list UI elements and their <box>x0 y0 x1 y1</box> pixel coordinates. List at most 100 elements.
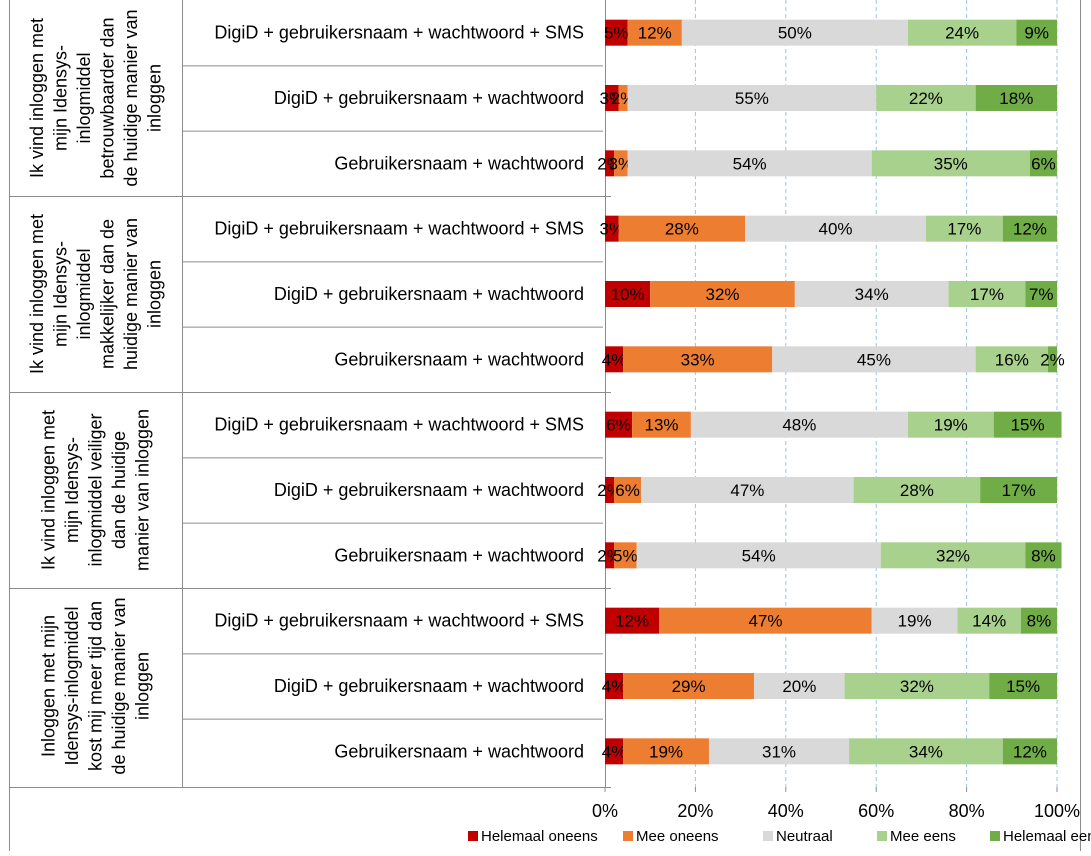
bar-segment <box>1047 346 1057 373</box>
bar-segment <box>844 673 990 699</box>
bar-segment <box>993 411 1062 438</box>
category-label: DigiD + gebruikersnaam + wachtwoord <box>274 88 584 108</box>
data-label: 45% <box>857 350 891 369</box>
bar-segment <box>623 346 773 373</box>
data-label: 18% <box>999 89 1033 108</box>
data-label: 32% <box>900 677 934 696</box>
bar-segment <box>989 673 1057 699</box>
category-label: DigiD + gebruikersnaam + wachtwoord <box>274 284 584 304</box>
bar-segment <box>980 477 1057 503</box>
bar-segment <box>605 542 615 569</box>
bar-segment <box>925 215 1003 242</box>
data-label: 13% <box>644 416 678 435</box>
group-label-line: makkelijker dan de <box>97 219 117 369</box>
data-label: 31% <box>762 742 796 761</box>
legend-swatch <box>990 831 1000 841</box>
bar-segment <box>605 85 619 111</box>
data-label: 17% <box>970 285 1004 304</box>
bar-segment <box>690 411 908 438</box>
group-label-line: inloggen <box>144 64 164 132</box>
legend-label: Helemaal oneens <box>481 828 598 845</box>
category-labels-layer: DigiD + gebruikersnaam + wachtwoord + SM… <box>214 23 584 762</box>
bar-segment <box>605 607 660 634</box>
bar-segment <box>1002 215 1057 242</box>
data-label: 54% <box>742 546 776 565</box>
data-label: 22% <box>909 89 943 108</box>
category-label: DigiD + gebruikersnaam + wachtwoord <box>274 676 584 696</box>
group-label-line: mijn Idensys- <box>62 437 82 543</box>
data-label: 10% <box>611 285 645 304</box>
group-label-line: manier van inloggen <box>133 409 153 571</box>
data-label: 5% <box>613 546 638 565</box>
bar-segment <box>957 607 1021 634</box>
legend-swatch <box>468 831 478 841</box>
data-label: 12% <box>638 24 672 43</box>
legend-label: Mee eens <box>890 828 956 845</box>
bar-segment <box>876 85 976 111</box>
bar-segment <box>618 85 628 111</box>
group-label-line: kost mij meer tijd dan <box>86 601 106 771</box>
group-labels-layer: Ik vind inloggen met mijn Idensys-inlogmi… <box>27 9 165 774</box>
group-label-line: de huidige manier van <box>121 9 141 186</box>
bar-segment <box>871 150 1030 177</box>
data-label: 17% <box>1002 481 1036 500</box>
data-label: 5% <box>604 24 629 43</box>
x-axis: 0% 20% 40% 60% 80% 100% <box>592 787 1080 821</box>
bar-segment <box>975 346 1048 373</box>
legend-swatch <box>877 831 887 841</box>
bar-segment <box>605 346 624 373</box>
group-label-line: dan de huidige <box>109 431 129 549</box>
category-label: Gebruikersnaam + wachtwoord <box>334 153 584 173</box>
bar-segment <box>641 477 854 503</box>
data-label: 28% <box>665 220 699 239</box>
data-label: 4% <box>602 677 627 696</box>
legend-swatch <box>763 831 773 841</box>
bar-segment <box>880 542 1026 569</box>
group-label-line: mijn Idensys- <box>50 45 70 151</box>
group-label-line: betrouwbaarder dan <box>97 17 117 178</box>
data-label: 32% <box>936 546 970 565</box>
group-label-line: Inloggen met mijn <box>39 615 59 757</box>
data-label: 15% <box>1006 677 1040 696</box>
data-label: 2% <box>1040 350 1065 369</box>
bar-segment <box>708 738 850 765</box>
category-label: DigiD + gebruikersnaam + wachtwoord + SM… <box>214 219 584 239</box>
group-label-line: inloggen <box>144 260 164 328</box>
data-label: 17% <box>947 220 981 239</box>
data-label: 6% <box>606 416 631 435</box>
bar-segment <box>794 281 949 307</box>
grid-layer <box>694 0 1058 787</box>
data-label: 20% <box>782 677 816 696</box>
x-tick-label: 20% <box>677 801 713 821</box>
x-tick-label: 100% <box>1034 801 1080 821</box>
bar-segment <box>627 150 872 177</box>
category-label: DigiD + gebruikersnaam + wachtwoord <box>274 480 584 500</box>
data-label: 12% <box>1013 742 1047 761</box>
legend-label: Neutraal <box>776 828 833 845</box>
data-label: 47% <box>748 612 782 631</box>
bar-segment <box>1020 607 1057 634</box>
bar-segment <box>614 542 637 569</box>
bar-segment <box>623 738 709 765</box>
category-label: DigiD + gebruikersnaam + wachtwoord + SM… <box>214 23 584 43</box>
data-label: 3% <box>609 154 634 173</box>
bar-segment <box>745 215 926 242</box>
data-label: 29% <box>672 677 706 696</box>
bar-segment <box>1029 150 1057 177</box>
group-label: Ik vind inloggen met mijn Idensys-inlogmi… <box>27 214 165 374</box>
frame-layer <box>9 0 1081 851</box>
data-label: 3% <box>599 220 624 239</box>
bar-segment <box>605 150 615 177</box>
x-tick-label: 0% <box>592 801 618 821</box>
data-label: 33% <box>681 350 715 369</box>
bar-segment <box>975 85 1057 111</box>
group-label-line: mijn Idensys- <box>50 241 70 347</box>
bar-segment <box>907 19 1017 46</box>
group-label-line: huidige manier van <box>121 218 141 370</box>
data-label: 12% <box>615 612 649 631</box>
bar-segment <box>618 215 746 242</box>
data-label: 32% <box>706 285 740 304</box>
bar-segment <box>627 19 682 46</box>
bar-segment <box>853 477 981 503</box>
